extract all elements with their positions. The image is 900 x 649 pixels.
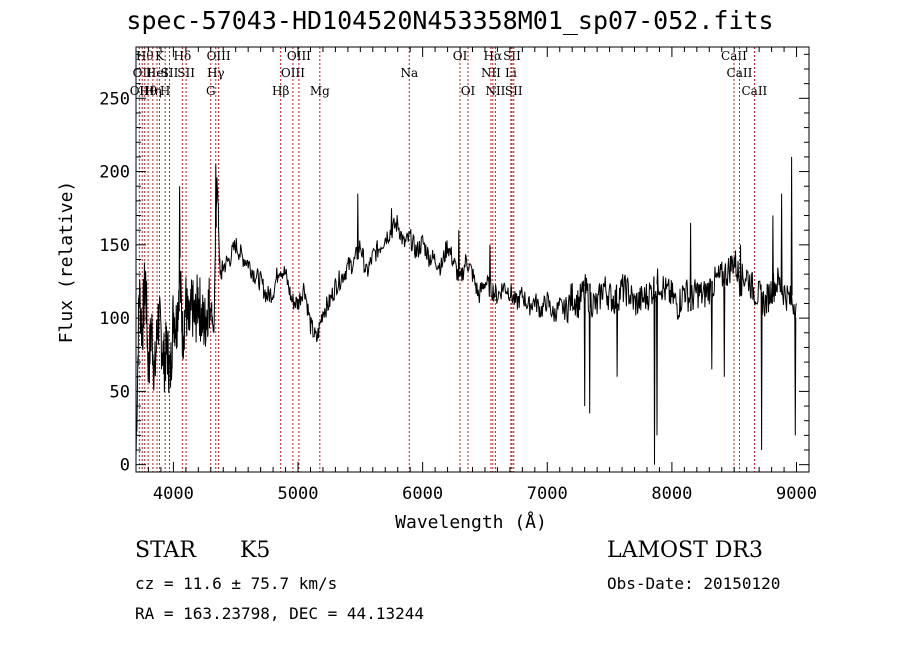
y-tick-label: 50 xyxy=(110,382,130,402)
object-subclass: K5 xyxy=(240,538,271,563)
line-marker-label: OI xyxy=(461,84,476,98)
line-marker-label: Li xyxy=(505,66,517,80)
tick-layer: 4000 5000 6000 7000 8000 9000 0 50 100 150 200 250 xyxy=(99,47,817,504)
line-marker-label: Hβ xyxy=(272,84,289,98)
y-tick-label: 150 xyxy=(99,236,130,256)
line-marker-label: OIII xyxy=(207,49,231,63)
line-marker-label: Mg xyxy=(310,84,330,98)
line-marker-label: Na xyxy=(400,66,418,80)
plot-frame xyxy=(135,46,810,473)
y-axis-label: Flux (relative) xyxy=(56,181,77,344)
line-marker-label: NII xyxy=(481,66,501,80)
object-class: STAR xyxy=(135,538,196,563)
x-tick-label: 8000 xyxy=(651,484,692,504)
observation-date: Obs-Date: 20150120 xyxy=(607,574,781,593)
coordinates-text: RA = 163.23798, DEC = 44.13244 xyxy=(135,604,424,623)
spectrum-line xyxy=(135,156,797,465)
line-marker-label: HeI xyxy=(146,66,169,80)
redshift-text: cz = 11.6 ± 75.7 km/s xyxy=(135,574,338,593)
y-tick-label: 0 xyxy=(120,456,130,476)
line-marker-label: Hθ xyxy=(136,49,154,63)
line-marker-label: H xyxy=(160,84,170,98)
line-marker-label: CaII xyxy=(721,49,747,63)
line-marker-label: OIII xyxy=(287,49,311,63)
line-marker-label: CaII xyxy=(727,66,753,80)
y-tick-label: 250 xyxy=(99,89,130,109)
line-marker-layer: OIIOIIHθHθHηHeIKHSIIHδSIIGHγOIIIHβOIIIOI… xyxy=(130,47,768,472)
x-tick-label: 6000 xyxy=(402,484,443,504)
line-marker-label: OII xyxy=(133,66,153,80)
line-marker-label: Hγ xyxy=(207,66,225,80)
line-marker-label: OI xyxy=(453,49,468,63)
line-marker-label: G xyxy=(206,84,216,98)
x-axis-label: Wavelength (Å) xyxy=(395,511,547,533)
line-marker-label: Hδ xyxy=(174,49,192,63)
line-marker-label: CaII xyxy=(741,84,767,98)
line-marker-label: OIII xyxy=(281,66,305,80)
line-marker-label: K xyxy=(155,49,165,63)
line-marker-label: SII xyxy=(161,66,179,80)
x-tick-label: 4000 xyxy=(153,484,194,504)
y-tick-label: 200 xyxy=(99,163,130,183)
line-marker-label: SII xyxy=(505,84,523,98)
x-tick-label: 5000 xyxy=(278,484,319,504)
spectrum-layer xyxy=(135,156,797,465)
line-marker-label: SII xyxy=(177,66,195,80)
y-tick-label: 100 xyxy=(99,309,130,329)
x-tick-label: 9000 xyxy=(776,484,817,504)
survey-name: LAMOST DR3 xyxy=(607,538,763,563)
x-tick-label: 7000 xyxy=(527,484,568,504)
line-marker-label: NII xyxy=(485,84,505,98)
line-marker-label: SII xyxy=(503,49,521,63)
chart-title: spec-57043-HD104520N453358M01_sp07-052.f… xyxy=(126,6,774,35)
line-marker-label: Hα xyxy=(484,49,503,63)
